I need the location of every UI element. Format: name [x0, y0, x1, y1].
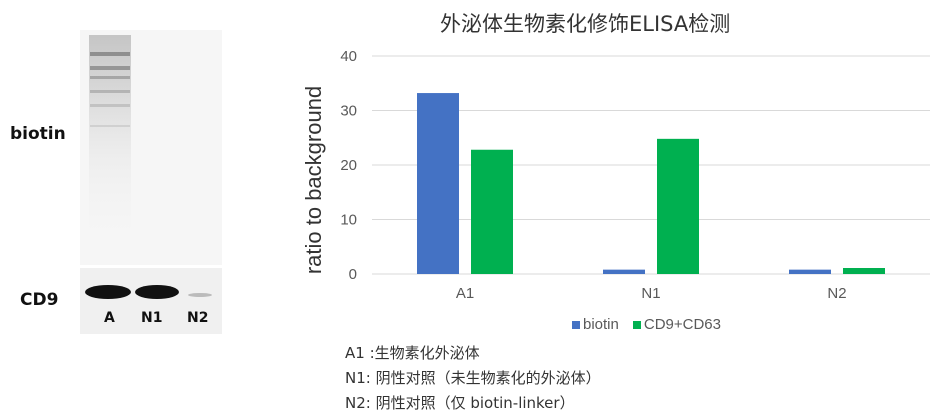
x-category-label-n2: N2 [827, 285, 846, 302]
legend-label-biotin: biotin [583, 316, 619, 333]
lane-label-n1: N1 [141, 310, 163, 326]
y-tick-label-40: 40 [340, 48, 357, 65]
y-tick-label-30: 30 [340, 103, 357, 120]
notes: A1 :生物素化外泌体 N1: 阴性对照（未生物素化的外泌体） N2: 阴性对照… [345, 341, 601, 416]
chart-legend: biotin CD9+CD63 [572, 316, 721, 333]
y-tick-label-20: 20 [340, 157, 357, 174]
chart-title: 外泌体生物素化修饰ELISA检测 [440, 12, 731, 36]
legend-swatch-biotin [572, 320, 580, 329]
bar-n2-biotin [789, 269, 831, 274]
x-category-label-a1: A1 [456, 285, 474, 302]
bar-n1-cd9-cd63 [657, 138, 699, 274]
bar-a1-cd9-cd63 [471, 149, 513, 274]
y-tick-label-0: 0 [349, 266, 357, 283]
lane-label-n2: N2 [187, 310, 209, 326]
x-category-label-n1: N1 [641, 285, 660, 302]
legend-swatch-cd9-cd63 [632, 320, 641, 329]
y-tick-label-10: 10 [340, 212, 357, 229]
blot-label-cd9: CD9 [20, 290, 59, 310]
blot-biotin-image [80, 30, 222, 265]
blot-cd9-image [80, 268, 222, 334]
note-n1: N1: 阴性对照（未生物素化的外泌体） [345, 369, 601, 387]
note-n2: N2: 阴性对照（仅 biotin-linker） [345, 394, 575, 412]
bar-a1-biotin [417, 93, 459, 274]
legend-item-biotin: biotin [572, 316, 619, 333]
lane-label-a: A [104, 310, 115, 326]
bar-n2-cd9-cd63 [843, 268, 885, 274]
note-a1: A1 :生物素化外泌体 [345, 344, 480, 362]
blot-label-biotin: biotin [10, 124, 66, 144]
bar-n1-biotin [603, 269, 645, 274]
legend-label-cd9-cd63: CD9+CD63 [643, 316, 721, 333]
legend-item-cd9-cd63: CD9+CD63 [632, 316, 721, 333]
